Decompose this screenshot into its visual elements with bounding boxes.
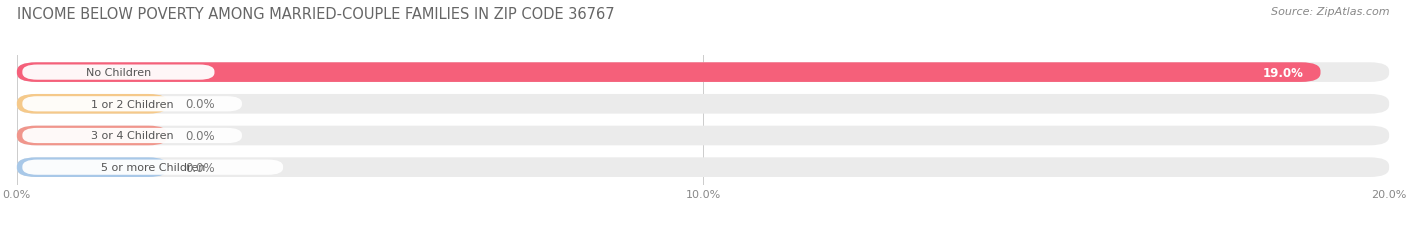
FancyBboxPatch shape <box>17 94 167 114</box>
Text: No Children: No Children <box>86 68 150 78</box>
Text: 5 or more Children: 5 or more Children <box>101 162 205 172</box>
Text: 3 or 4 Children: 3 or 4 Children <box>91 131 173 141</box>
FancyBboxPatch shape <box>17 158 1389 177</box>
FancyBboxPatch shape <box>22 128 242 143</box>
FancyBboxPatch shape <box>17 158 167 177</box>
Text: 0.0%: 0.0% <box>186 161 215 174</box>
FancyBboxPatch shape <box>17 63 1389 82</box>
FancyBboxPatch shape <box>17 94 1389 114</box>
FancyBboxPatch shape <box>22 65 215 80</box>
FancyBboxPatch shape <box>22 160 283 175</box>
Text: 0.0%: 0.0% <box>186 129 215 142</box>
FancyBboxPatch shape <box>17 63 1320 82</box>
Text: 1 or 2 Children: 1 or 2 Children <box>91 99 173 109</box>
Text: INCOME BELOW POVERTY AMONG MARRIED-COUPLE FAMILIES IN ZIP CODE 36767: INCOME BELOW POVERTY AMONG MARRIED-COUPL… <box>17 7 614 22</box>
Text: Source: ZipAtlas.com: Source: ZipAtlas.com <box>1271 7 1389 17</box>
FancyBboxPatch shape <box>17 126 167 146</box>
Text: 19.0%: 19.0% <box>1263 66 1303 79</box>
FancyBboxPatch shape <box>17 126 1389 146</box>
FancyBboxPatch shape <box>22 97 242 112</box>
Text: 0.0%: 0.0% <box>186 98 215 111</box>
